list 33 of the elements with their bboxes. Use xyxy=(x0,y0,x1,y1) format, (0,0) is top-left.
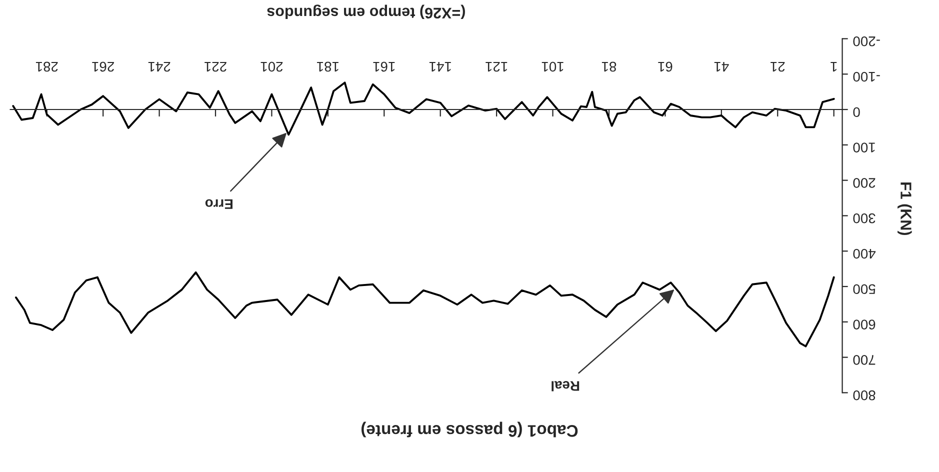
x-tick-label: 41 xyxy=(714,62,729,72)
x-axis-title: (=X26) tempo em segundos xyxy=(267,4,465,19)
x-tick-label: 1 xyxy=(830,62,837,72)
y-tick-label: 500 xyxy=(853,284,876,294)
y-tick-label: 400 xyxy=(853,248,876,259)
x-tick-label: 281 xyxy=(36,62,58,72)
x-tick-label: 201 xyxy=(260,62,283,72)
y-tick-label: -200 xyxy=(853,36,880,46)
x-tick-label: 141 xyxy=(429,62,451,72)
y-tick-label: 800 xyxy=(853,390,876,400)
x-tick-label: 101 xyxy=(542,62,564,72)
x-tick-label: 261 xyxy=(92,62,114,72)
annotation: Real xyxy=(552,381,580,392)
annotation: Erro xyxy=(205,199,232,209)
x-tick-label: 221 xyxy=(204,62,226,72)
x-tick-label: 21 xyxy=(770,62,785,72)
y-tick-label: 300 xyxy=(853,213,876,224)
line-series xyxy=(12,82,835,136)
x-tick-label: 81 xyxy=(602,62,616,72)
text: Cabo1 (6 passos em frente) xyxy=(361,422,578,438)
x-tick-label: 161 xyxy=(373,62,395,72)
x-tick-label: 121 xyxy=(486,62,508,72)
y-tick-label: -100 xyxy=(853,72,880,82)
y-tick-label: 0 xyxy=(853,107,860,118)
y-tick-label: 700 xyxy=(853,355,876,365)
x-tick-label: 181 xyxy=(317,62,338,72)
y-tick-label: 100 xyxy=(853,142,875,152)
y-tick-label: 600 xyxy=(853,320,876,330)
x-tick-label: 241 xyxy=(148,62,170,72)
y-axis-title: F1 (KN) xyxy=(898,182,912,236)
x-tick-label: 61 xyxy=(658,62,672,72)
line-series xyxy=(14,271,835,348)
y-tick-label: 200 xyxy=(853,178,876,188)
